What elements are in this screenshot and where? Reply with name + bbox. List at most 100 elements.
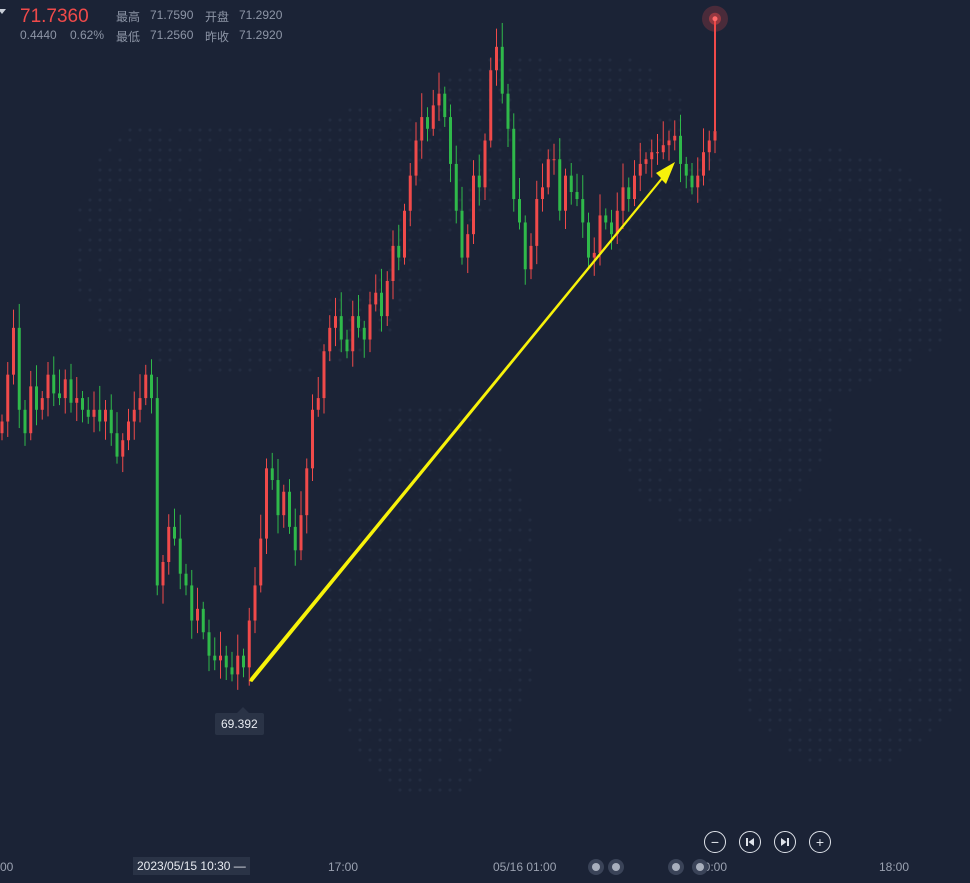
map-dot (248, 288, 252, 292)
candle-body (52, 374, 56, 394)
map-dot (748, 188, 752, 192)
map-dot (438, 218, 442, 222)
map-dot (348, 298, 352, 302)
candle-body (621, 187, 625, 211)
map-dot (328, 288, 332, 292)
map-dot (908, 718, 912, 722)
map-dot (728, 478, 732, 482)
map-dot (698, 158, 702, 162)
candle-body (242, 655, 245, 668)
map-dot (928, 188, 932, 192)
map-dot (118, 228, 122, 232)
map-dot (558, 128, 562, 132)
map-dot (418, 488, 422, 492)
map-dot (818, 528, 822, 532)
map-dot (368, 658, 372, 662)
map-dot (728, 318, 732, 322)
dropdown-caret-icon[interactable] (0, 9, 6, 14)
map-dot (888, 578, 892, 582)
map-dot (658, 488, 662, 492)
map-dot (938, 708, 942, 712)
map-dot (908, 548, 912, 552)
candle-body (391, 245, 395, 281)
map-dot (848, 598, 852, 602)
map-dot (378, 508, 382, 512)
scroll-dot-icon[interactable] (608, 859, 624, 875)
scroll-dot-icon[interactable] (668, 859, 684, 875)
map-dot (798, 468, 802, 472)
map-dot (848, 548, 852, 552)
skip-back-button[interactable] (739, 831, 761, 853)
map-dot (858, 298, 862, 302)
x-tick-label: 05/16 01:00 (493, 860, 557, 874)
map-dot (238, 258, 242, 262)
map-dot (368, 218, 372, 222)
map-dot (868, 618, 872, 622)
map-dot (318, 148, 322, 152)
map-dot (758, 428, 762, 432)
map-dot (828, 158, 832, 162)
candle-body (219, 655, 222, 661)
map-dot (658, 338, 662, 342)
map-dot (468, 668, 472, 672)
map-dot (148, 158, 152, 162)
map-dot (438, 608, 442, 612)
map-dot (358, 738, 362, 742)
map-dot (158, 128, 162, 132)
map-dot (508, 468, 512, 472)
map-dot (808, 328, 812, 332)
map-dot (228, 348, 232, 352)
map-dot (528, 98, 532, 102)
map-dot (418, 708, 422, 712)
map-dot (778, 388, 782, 392)
map-dot (578, 98, 582, 102)
map-dot (738, 618, 742, 622)
map-dot (758, 618, 762, 622)
map-dot (868, 348, 872, 352)
scroll-dot-icon[interactable] (692, 859, 708, 875)
map-dot (658, 248, 662, 252)
map-dot (758, 648, 762, 652)
map-dot (758, 228, 762, 232)
map-dot (398, 208, 402, 212)
map-dot (468, 468, 472, 472)
map-dot (598, 108, 602, 112)
map-dot (808, 588, 812, 592)
zoom-in-button[interactable]: + (809, 831, 831, 853)
map-dot (948, 598, 952, 602)
candle-body (495, 46, 498, 71)
scroll-dot-icon[interactable] (588, 859, 604, 875)
skip-forward-button[interactable] (774, 831, 796, 853)
map-dot (418, 408, 422, 412)
map-dot (828, 408, 832, 412)
map-dot (628, 398, 632, 402)
map-dot (358, 528, 362, 532)
map-dot (368, 438, 372, 442)
map-dot (788, 468, 792, 472)
map-dot (728, 508, 732, 512)
map-dot (828, 178, 832, 182)
map-dot (618, 298, 622, 302)
map-dot (468, 418, 472, 422)
map-dot (518, 88, 522, 92)
map-dot (828, 518, 832, 522)
map-dot (678, 428, 682, 432)
candle-body (104, 409, 107, 422)
map-dot (378, 138, 382, 142)
map-dot (378, 668, 382, 672)
map-dot (308, 178, 312, 182)
map-dot (648, 368, 652, 372)
map-dot (98, 178, 102, 182)
map-dot (448, 538, 452, 542)
map-dot (948, 688, 952, 692)
zoom-out-button[interactable]: − (704, 831, 726, 853)
map-dot (698, 238, 702, 242)
map-dot (818, 708, 822, 712)
map-dot (258, 278, 262, 282)
map-dot (368, 718, 372, 722)
map-dot (608, 418, 612, 422)
candle-body (259, 538, 263, 586)
map-dot (808, 398, 812, 402)
